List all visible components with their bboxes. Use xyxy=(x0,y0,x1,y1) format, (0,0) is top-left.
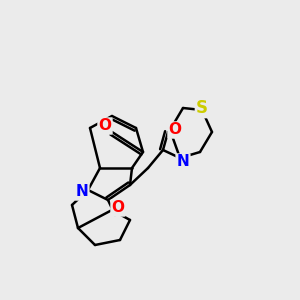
Text: O: O xyxy=(169,122,182,137)
Text: N: N xyxy=(177,154,189,169)
Text: S: S xyxy=(196,99,208,117)
Text: O: O xyxy=(112,200,124,215)
Text: O: O xyxy=(98,118,112,134)
Text: N: N xyxy=(76,184,88,200)
